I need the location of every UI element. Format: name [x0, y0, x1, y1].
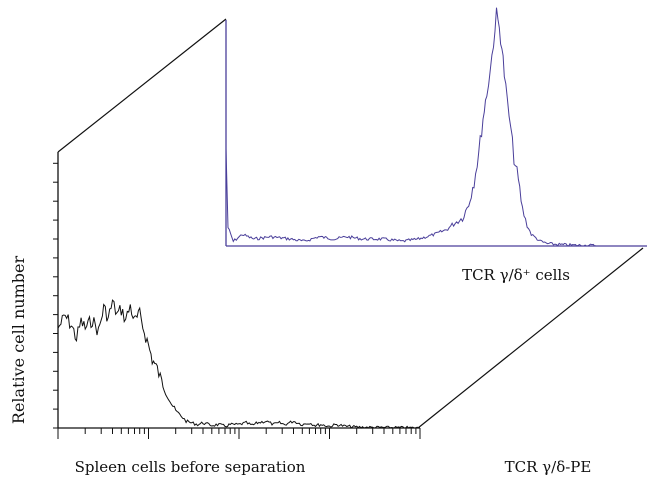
after-panel-label: TCR γ/δ⁺ cells — [462, 266, 570, 284]
before-y-ticks — [53, 162, 58, 429]
perspective-line-left — [57, 18, 227, 153]
y-axis-title: Relative cell number — [9, 256, 28, 425]
before-x-ticks — [57, 428, 421, 439]
before-panel-label: Spleen cells before separation — [75, 458, 306, 476]
x-axis-title: TCR γ/δ-PE — [505, 458, 592, 476]
before-histogram-line — [57, 299, 420, 429]
perspective-line-right — [417, 247, 644, 429]
after-histogram-line — [225, 7, 597, 247]
before-panel: Relative cell number Spleen cells before… — [9, 152, 421, 476]
after-panel: TCR γ/δ⁺ cells — [225, 7, 647, 284]
